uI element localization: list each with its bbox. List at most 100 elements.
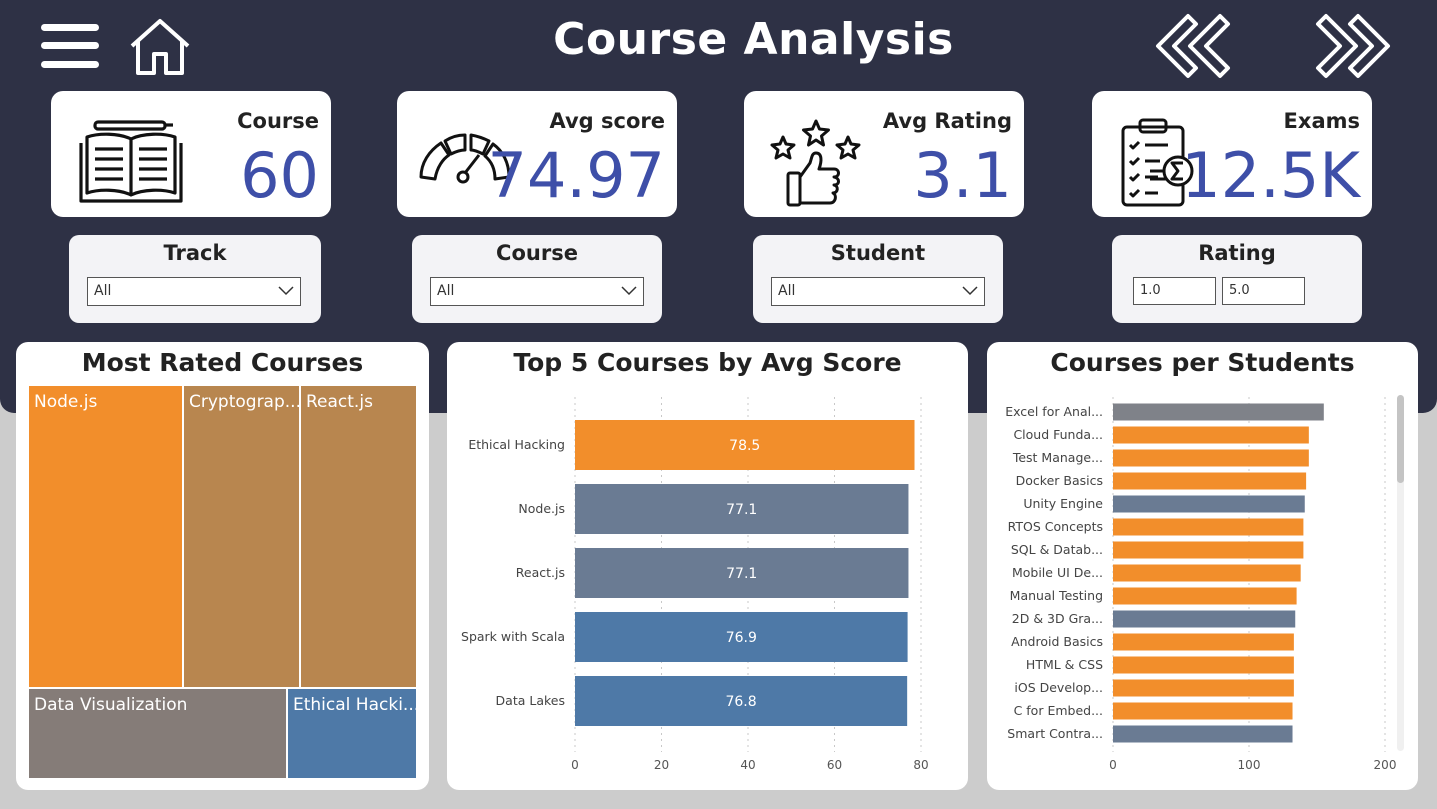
thumbs-up-stars-icon bbox=[770, 117, 862, 213]
bar bbox=[1113, 426, 1309, 444]
student-dropdown[interactable]: All bbox=[771, 277, 985, 306]
kpi-label: Exams bbox=[1283, 109, 1360, 133]
chevron-down-icon bbox=[278, 286, 294, 296]
bar bbox=[1113, 541, 1304, 559]
x-tick-label: 200 bbox=[1374, 758, 1397, 772]
open-book-icon bbox=[79, 117, 183, 207]
category-label: Test Manage... bbox=[1012, 450, 1103, 465]
bar bbox=[575, 420, 915, 470]
kpi-value: 60 bbox=[240, 139, 319, 212]
chevron-down-icon bbox=[621, 286, 637, 296]
category-label: SQL & Datab... bbox=[1011, 542, 1103, 557]
x-tick-label: 0 bbox=[1109, 758, 1117, 772]
bar bbox=[575, 612, 908, 662]
bar-data-label: 77.1 bbox=[726, 502, 757, 518]
treemap-cell-label: React.js bbox=[306, 392, 373, 412]
x-tick-label: 0 bbox=[571, 758, 579, 772]
kpi-card-course: Course 60 bbox=[51, 91, 331, 217]
kpi-card-avg-score: Avg score 74.97 bbox=[397, 91, 677, 217]
bar bbox=[575, 548, 909, 598]
double-chevron-right-icon[interactable] bbox=[1314, 12, 1394, 80]
treemap: Node.js Cryptograp... React.js Data Visu… bbox=[28, 385, 417, 779]
category-label: Excel for Anal... bbox=[1005, 404, 1103, 419]
double-chevron-left-icon[interactable] bbox=[1152, 12, 1232, 80]
category-label: Cloud Funda... bbox=[1013, 427, 1103, 442]
top5-bar-chart: 0 20 40 60 80 Ethical Hacking 78.5 Node.js 77.1 R… bbox=[461, 397, 929, 772]
category-label: Manual Testing bbox=[1010, 588, 1103, 603]
category-label: Mobile UI De... bbox=[1012, 565, 1103, 580]
category-label: Spark with Scala bbox=[461, 629, 565, 644]
bar bbox=[575, 676, 908, 726]
treemap-cell-label: Cryptograp... bbox=[189, 392, 300, 412]
track-dropdown[interactable]: All bbox=[87, 277, 301, 306]
category-label: React.js bbox=[516, 565, 565, 580]
bar bbox=[1113, 403, 1324, 421]
hamburger-icon[interactable] bbox=[40, 22, 100, 70]
courses-per-students-card: Courses per Students 0 100 200 Excel for An… bbox=[987, 342, 1418, 790]
page-title: Course Analysis bbox=[553, 14, 954, 65]
kpi-label: Course bbox=[237, 109, 319, 133]
kpi-card-avg-rating: Avg Rating 3.1 bbox=[744, 91, 1024, 217]
dropdown-value: All bbox=[94, 283, 112, 299]
dropdown-value: All bbox=[778, 283, 796, 299]
bar-data-label: 77.1 bbox=[726, 566, 757, 582]
category-label: Android Basics bbox=[1011, 634, 1103, 649]
kpi-card-exams: Exams 12.5K bbox=[1092, 91, 1372, 217]
kpi-label: Avg score bbox=[549, 109, 665, 133]
bar bbox=[1113, 472, 1307, 490]
category-label: Docker Basics bbox=[1016, 473, 1103, 488]
chart-title: Top 5 Courses by Avg Score bbox=[513, 348, 902, 377]
clipboard-checklist-icon bbox=[1120, 117, 1200, 213]
category-label: Ethical Hacking bbox=[468, 437, 565, 452]
scrollbar-thumb[interactable] bbox=[1397, 395, 1404, 483]
treemap-cell-label: Data Visualization bbox=[34, 695, 188, 715]
treemap-cell[interactable]: Ethical Hacki... bbox=[287, 688, 417, 779]
bar bbox=[1113, 656, 1294, 674]
home-icon[interactable] bbox=[128, 18, 192, 76]
x-tick-label: 40 bbox=[740, 758, 755, 772]
category-label: iOS Develop... bbox=[1014, 680, 1103, 695]
rating-slicer: Rating 1.0 5.0 bbox=[1112, 235, 1362, 323]
treemap-title: Most Rated Courses bbox=[81, 348, 364, 377]
rating-min-input[interactable]: 1.0 bbox=[1133, 277, 1216, 305]
kpi-value: 12.5K bbox=[1181, 139, 1360, 212]
x-tick-label: 100 bbox=[1238, 758, 1261, 772]
x-tick-label: 20 bbox=[654, 758, 669, 772]
treemap-cell[interactable]: Data Visualization bbox=[28, 688, 287, 779]
bar bbox=[1113, 702, 1293, 720]
bar bbox=[1113, 518, 1304, 536]
bar bbox=[1113, 633, 1294, 651]
course-slicer: Course All bbox=[412, 235, 662, 323]
category-label: 2D & 3D Gra... bbox=[1012, 611, 1103, 626]
treemap-cell[interactable]: Node.js bbox=[28, 385, 183, 688]
chevron-down-icon bbox=[962, 286, 978, 296]
rating-max-input[interactable]: 5.0 bbox=[1222, 277, 1305, 305]
track-slicer: Track All bbox=[69, 235, 321, 323]
treemap-cell-label: Ethical Hacki... bbox=[293, 695, 417, 715]
treemap-cell[interactable]: React.js bbox=[300, 385, 417, 688]
gauge-icon bbox=[417, 131, 513, 195]
bar bbox=[1113, 564, 1301, 582]
slicer-title: Track bbox=[163, 241, 227, 265]
slicer-title: Student bbox=[830, 241, 926, 265]
bar bbox=[1113, 679, 1294, 697]
category-label: C for Embed... bbox=[1014, 703, 1103, 718]
bar bbox=[575, 484, 909, 534]
category-label: HTML & CSS bbox=[1026, 657, 1103, 672]
dropdown-value: All bbox=[437, 283, 455, 299]
bar bbox=[1113, 725, 1293, 743]
scrollbar-track[interactable] bbox=[1397, 395, 1404, 751]
bar bbox=[1113, 495, 1305, 513]
kpi-value: 3.1 bbox=[913, 139, 1012, 212]
course-dropdown[interactable]: All bbox=[430, 277, 644, 306]
chart-title: Courses per Students bbox=[1050, 348, 1355, 377]
bar-data-label: 76.8 bbox=[725, 694, 756, 710]
kpi-value: 74.97 bbox=[487, 139, 666, 212]
bar-data-label: 78.5 bbox=[729, 438, 760, 454]
category-label: Data Lakes bbox=[496, 693, 565, 708]
treemap-cell[interactable]: Cryptograp... bbox=[183, 385, 300, 688]
x-tick-label: 60 bbox=[827, 758, 842, 772]
top5-avg-score-card: Top 5 Courses by Avg Score 0 20 40 60 80 Ethi… bbox=[447, 342, 968, 790]
bar-data-label: 76.9 bbox=[726, 630, 757, 646]
category-label: RTOS Concepts bbox=[1008, 519, 1103, 534]
